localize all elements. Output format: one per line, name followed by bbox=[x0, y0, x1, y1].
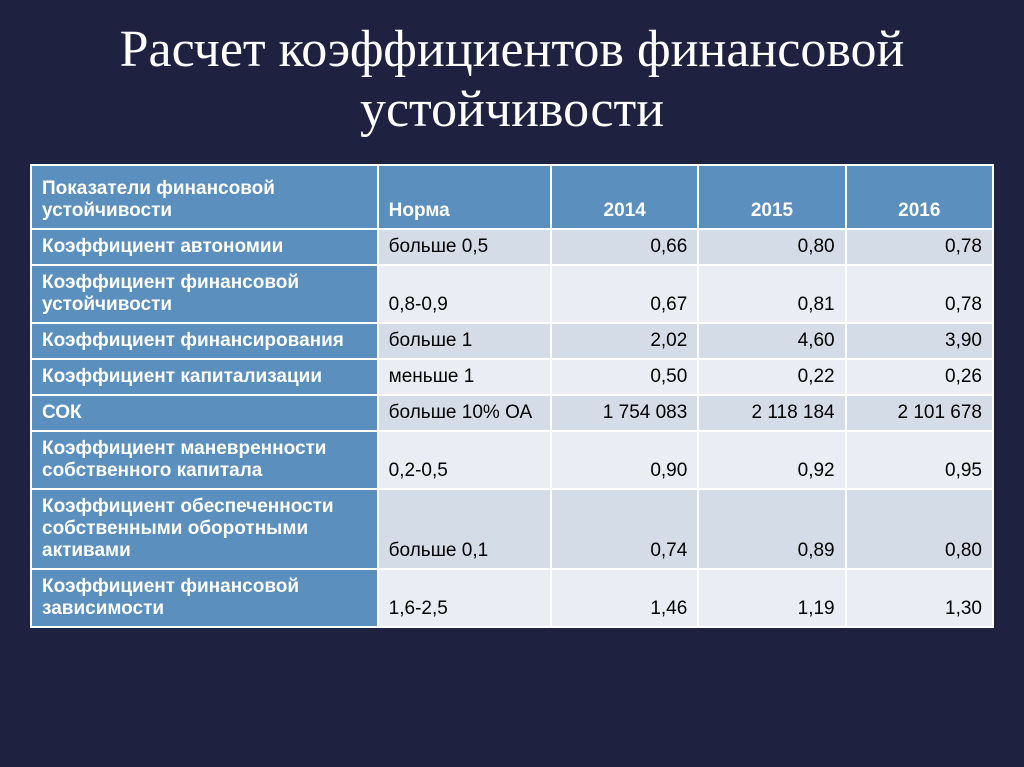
row-label: Коэффициент обеспеченности собственными … bbox=[31, 489, 378, 569]
row-norm: 0,2-0,5 bbox=[378, 431, 551, 489]
row-value: 1,46 bbox=[551, 569, 698, 627]
row-value: 0,78 bbox=[846, 229, 993, 265]
row-value: 2 118 184 bbox=[698, 395, 845, 431]
header-2015: 2015 bbox=[698, 165, 845, 229]
row-norm: больше 1 bbox=[378, 323, 551, 359]
header-2014: 2014 bbox=[551, 165, 698, 229]
row-value: 2,02 bbox=[551, 323, 698, 359]
row-value: 0,89 bbox=[698, 489, 845, 569]
slide-title: Расчет коэффициентов финансовой устойчив… bbox=[30, 20, 994, 140]
row-value: 0,22 bbox=[698, 359, 845, 395]
table-header-row: Показатели финансовой устойчивости Норма… bbox=[31, 165, 993, 229]
row-label: Коэффициент финансовой зависимости bbox=[31, 569, 378, 627]
row-norm: больше 10% ОА bbox=[378, 395, 551, 431]
row-value: 0,26 bbox=[846, 359, 993, 395]
table-row: Коэффициент финансовой зависимости1,6-2,… bbox=[31, 569, 993, 627]
header-norm: Норма bbox=[378, 165, 551, 229]
table-row: СОКбольше 10% ОА1 754 0832 118 1842 101 … bbox=[31, 395, 993, 431]
row-norm: больше 0,5 bbox=[378, 229, 551, 265]
row-value: 0,90 bbox=[551, 431, 698, 489]
row-value: 0,78 bbox=[846, 265, 993, 323]
row-label: Коэффициент финансовой устойчивости bbox=[31, 265, 378, 323]
row-value: 0,95 bbox=[846, 431, 993, 489]
row-label: Коэффициент маневренности собственного к… bbox=[31, 431, 378, 489]
header-indicator: Показатели финансовой устойчивости bbox=[31, 165, 378, 229]
row-value: 0,67 bbox=[551, 265, 698, 323]
slide: Расчет коэффициентов финансовой устойчив… bbox=[0, 0, 1024, 767]
header-2016: 2016 bbox=[846, 165, 993, 229]
table-row: Коэффициент маневренности собственного к… bbox=[31, 431, 993, 489]
row-value: 0,81 bbox=[698, 265, 845, 323]
table-row: Коэффициент финансированиябольше 12,024,… bbox=[31, 323, 993, 359]
row-label: Коэффициент автономии bbox=[31, 229, 378, 265]
row-label: Коэффициент капитализации bbox=[31, 359, 378, 395]
row-value: 1,19 bbox=[698, 569, 845, 627]
row-value: 0,80 bbox=[846, 489, 993, 569]
row-value: 0,74 bbox=[551, 489, 698, 569]
row-value: 1,30 bbox=[846, 569, 993, 627]
table-row: Коэффициент капитализациименьше 10,500,2… bbox=[31, 359, 993, 395]
row-value: 4,60 bbox=[698, 323, 845, 359]
financial-stability-table: Показатели финансовой устойчивости Норма… bbox=[30, 164, 994, 628]
row-value: 0,66 bbox=[551, 229, 698, 265]
row-norm: больше 0,1 bbox=[378, 489, 551, 569]
row-label: Коэффициент финансирования bbox=[31, 323, 378, 359]
row-value: 3,90 bbox=[846, 323, 993, 359]
row-label: СОК bbox=[31, 395, 378, 431]
row-norm: меньше 1 bbox=[378, 359, 551, 395]
row-value: 0,92 bbox=[698, 431, 845, 489]
table-row: Коэффициент обеспеченности собственными … bbox=[31, 489, 993, 569]
row-norm: 0,8-0,9 bbox=[378, 265, 551, 323]
row-value: 0,80 bbox=[698, 229, 845, 265]
table-body: Коэффициент автономиибольше 0,50,660,800… bbox=[31, 229, 993, 627]
row-value: 1 754 083 bbox=[551, 395, 698, 431]
table-row: Коэффициент автономиибольше 0,50,660,800… bbox=[31, 229, 993, 265]
row-value: 0,50 bbox=[551, 359, 698, 395]
table-row: Коэффициент финансовой устойчивости0,8-0… bbox=[31, 265, 993, 323]
row-value: 2 101 678 bbox=[846, 395, 993, 431]
row-norm: 1,6-2,5 bbox=[378, 569, 551, 627]
